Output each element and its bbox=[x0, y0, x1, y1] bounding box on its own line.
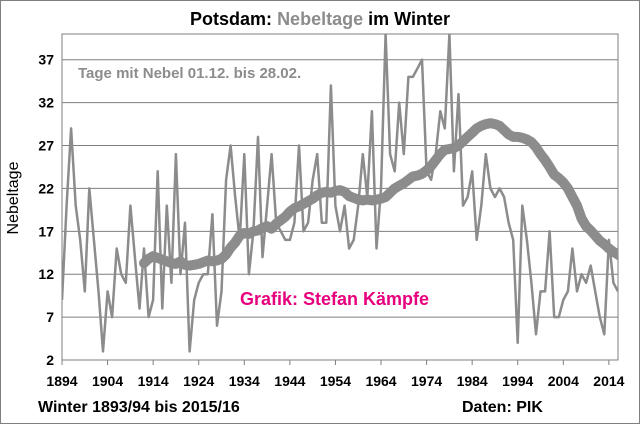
title-season: im Winter bbox=[368, 9, 450, 29]
y-tick-label: 7 bbox=[46, 309, 54, 325]
title-measure: Nebeltage bbox=[277, 9, 363, 29]
y-tick-label: 17 bbox=[38, 223, 54, 239]
y-tick-label: 2 bbox=[46, 352, 54, 368]
footer-right: Daten: PIK bbox=[462, 399, 543, 416]
chart-title: Potsdam: Nebeltage im Winter bbox=[190, 9, 450, 29]
x-tick-label: 1924 bbox=[183, 373, 214, 389]
x-tick-label: 1934 bbox=[229, 373, 260, 389]
y-axis-label: Nebeltage bbox=[5, 161, 22, 234]
x-tick-label: 2014 bbox=[593, 373, 624, 389]
x-tick-label: 1944 bbox=[274, 373, 305, 389]
x-tick-label: 1894 bbox=[46, 373, 77, 389]
y-tick-label: 22 bbox=[38, 180, 54, 196]
y-tick-label: 27 bbox=[38, 138, 54, 154]
footer-left: Winter 1893/94 bis 2015/16 bbox=[38, 399, 240, 416]
x-tick-label: 1984 bbox=[457, 373, 488, 389]
credit-text: Grafik: Stefan Kämpfe bbox=[240, 289, 429, 309]
series-line-trend bbox=[139, 118, 618, 271]
title-place: Potsdam: bbox=[190, 9, 272, 29]
annotation-text: Tage mit Nebel 01.12. bis 28.02. bbox=[78, 65, 301, 82]
series-group bbox=[62, 34, 618, 353]
y-tick-label: 12 bbox=[38, 266, 54, 282]
x-tick-label: 1914 bbox=[138, 373, 169, 389]
y-tick-label: 32 bbox=[38, 95, 54, 111]
x-tick-label: 1974 bbox=[411, 373, 442, 389]
x-tick-label: 1954 bbox=[320, 373, 351, 389]
x-tick-label: 2004 bbox=[548, 373, 579, 389]
x-tick-label: 1904 bbox=[92, 373, 123, 389]
x-tick-labels: 1894 1904 1914 1924 1934 1944 1954 1964 1974 1984… bbox=[46, 373, 624, 389]
x-tick-label: 1964 bbox=[365, 373, 396, 389]
y-tick-label: 37 bbox=[38, 52, 54, 68]
x-tick-label: 1994 bbox=[502, 373, 533, 389]
